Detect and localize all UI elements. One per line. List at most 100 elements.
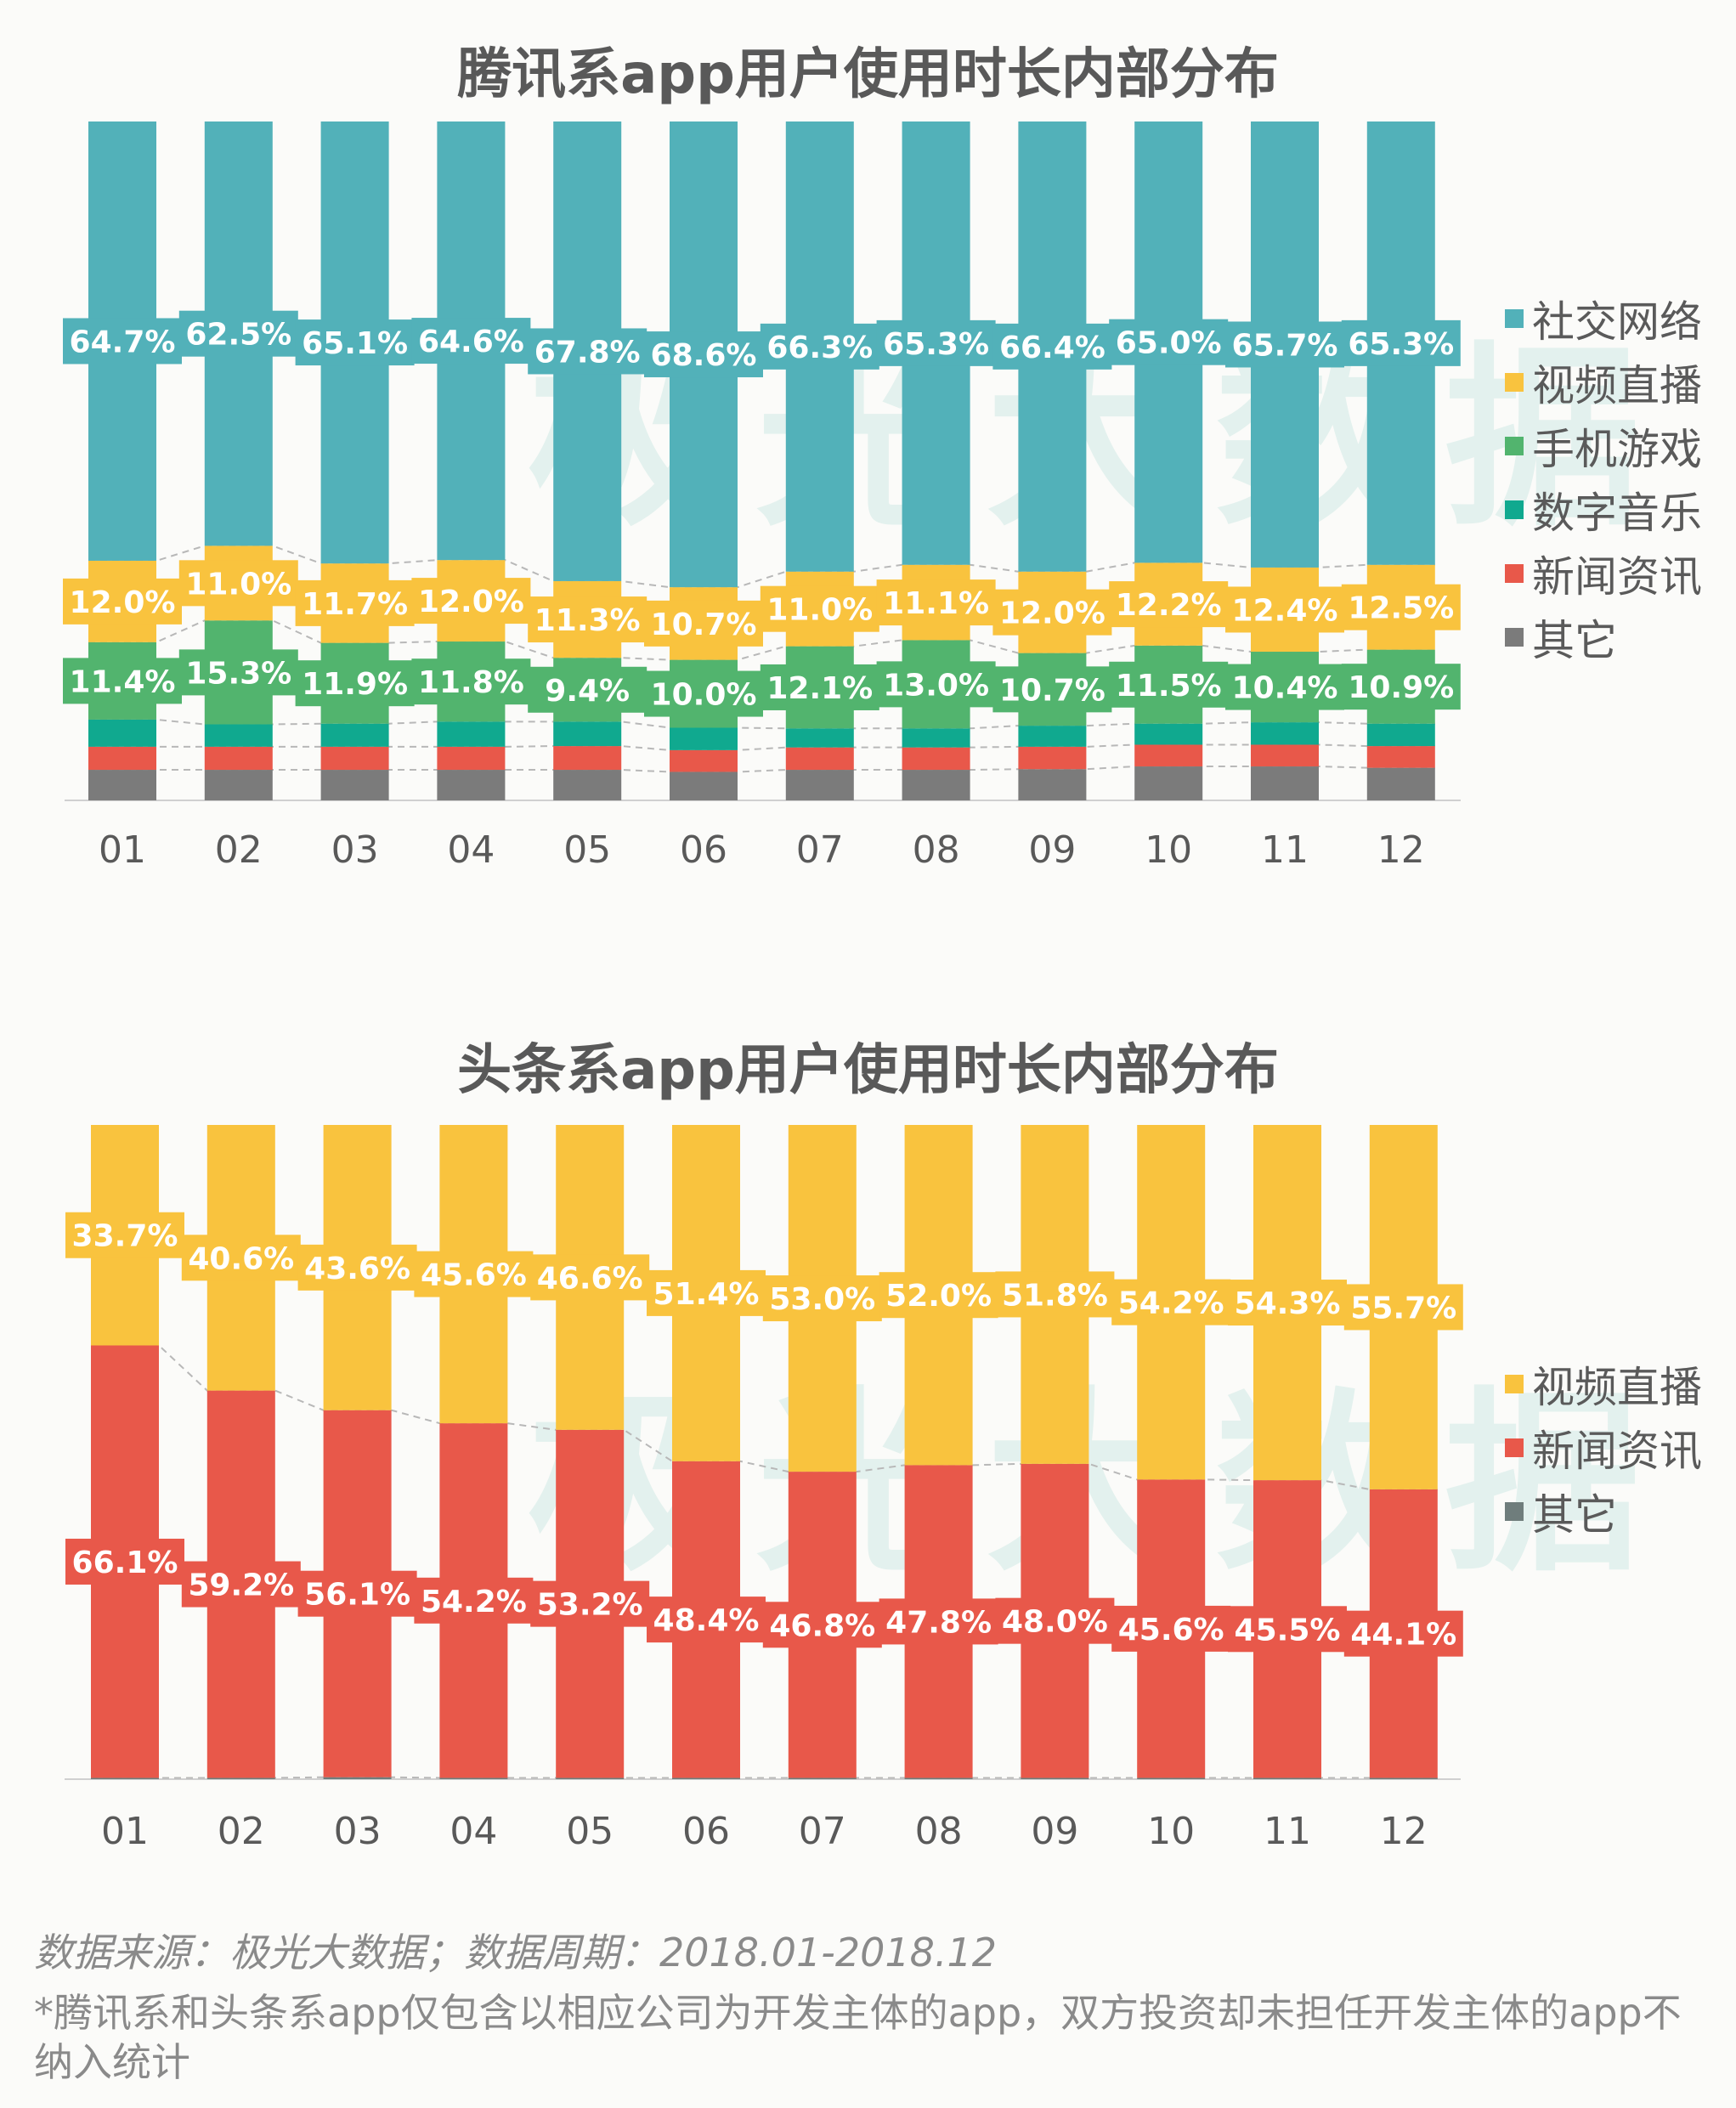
data-label-box [295,660,415,707]
data-label: 45.6% [1118,1613,1224,1647]
data-label: 9.4% [545,674,630,709]
data-label-box [178,560,298,607]
data-label-box [644,670,763,717]
bar-segment [553,721,622,747]
data-label: 43.6% [304,1252,410,1286]
bar-segment [320,746,389,771]
data-label-box [1111,1605,1231,1652]
x-tick-label: 05 [566,1810,614,1853]
bar-segment [670,727,738,750]
data-label-box [528,328,647,375]
chart-1: 66.1% 59.2% 56.1% 54.2% 53.2% 48.4% 46.8% 47.8%… [65,1125,1463,1853]
x-tick-label: 03 [334,1810,382,1853]
data-label: 65.3% [883,327,989,362]
bar-segment [1134,766,1203,800]
bar-segment [204,770,273,800]
bar-segment [88,770,156,800]
x-tick-label: 07 [796,828,844,872]
x-tick-label: 10 [1147,1810,1195,1853]
data-label: 67.8% [534,335,641,370]
data-label-box [876,319,996,366]
series-connector-line [88,545,1435,589]
data-label-box [1111,1279,1231,1325]
data-label-box [530,1580,650,1627]
x-tick-label: 11 [1264,1810,1311,1853]
data-label-box [995,1271,1115,1318]
data-label-box [1228,1280,1347,1326]
data-label-box [414,1251,534,1297]
legend-swatch [1505,500,1524,519]
chart-title-tencent: 腾讯系app用户使用时长内部分布 [457,43,1279,106]
data-label: 12.2% [1116,588,1222,623]
bar-segment [437,746,506,771]
data-label-box [297,1244,417,1291]
legend-item: 视频直播 [1505,350,1702,414]
data-label-box [295,579,415,626]
bar-segment [437,721,506,747]
bar-segment [1134,744,1203,767]
legend-tencent: 社交网络 视频直播 手机游戏 数字音乐 新闻资讯 其它 [1505,286,1702,669]
data-label-box [876,661,996,708]
legend-swatch [1505,627,1524,647]
bar-segment [902,770,970,800]
legend-swatch [1505,308,1524,328]
data-label-box [879,1598,998,1645]
bar-segment [1251,766,1319,800]
bar-segment [206,1777,275,1779]
data-label-box [178,310,298,357]
bar-segment [785,747,854,771]
x-tick-label: 02 [218,1810,265,1853]
data-label-box [1225,586,1344,633]
data-label-box [411,318,531,365]
data-label: 48.0% [1002,1605,1108,1640]
data-label-box [411,578,531,624]
bar-segment [1018,726,1087,747]
x-tick-label: 12 [1380,1810,1428,1853]
bar-segment [902,728,970,748]
bar-segment [320,770,389,800]
data-label-box [760,664,879,710]
data-label: 11.8% [418,665,524,700]
data-label-box [181,1235,301,1281]
data-label-box [1228,1606,1347,1653]
bar-segment [323,1777,392,1779]
data-label: 66.1% [72,1546,178,1580]
legend-item: 数字音乐 [1505,478,1702,541]
series-connector-line [91,1344,1438,1490]
data-label: 64.7% [70,325,176,359]
x-tick-label: 09 [1028,828,1076,872]
data-label-box [528,666,647,713]
data-label: 52.0% [885,1279,992,1314]
data-label: 45.5% [1235,1613,1341,1647]
data-label: 59.2% [188,1568,294,1603]
data-label-box [992,323,1112,370]
data-label: 40.6% [188,1241,294,1276]
legend-swatch [1505,372,1524,392]
x-tick-label: 07 [799,1810,846,1853]
data-label-box [995,1597,1115,1644]
bar-segment [553,770,622,800]
data-label: 12.4% [1232,593,1338,628]
bar-segment [1021,1777,1089,1779]
data-label-box [760,585,879,632]
bar-segment [1134,723,1203,745]
data-label-box [1109,581,1229,628]
legend-label: 视频直播 [1532,360,1702,410]
data-label-box [1343,1610,1463,1657]
bar-segment [902,747,970,771]
data-label: 66.3% [766,331,873,365]
data-label: 12.0% [999,596,1105,631]
data-label: 55.7% [1350,1291,1456,1325]
data-label: 10.4% [1232,671,1338,706]
series-connector-line [88,766,1435,773]
legend-label: 其它 [1532,615,1617,665]
legend-item: 视频直播 [1505,1352,1702,1416]
data-label-box [876,579,996,626]
data-label-box [879,1272,998,1319]
legend-label: 其它 [1532,1489,1617,1540]
data-label-box [1225,664,1344,710]
legend-item: 社交网络 [1505,286,1702,350]
data-label-box [63,578,182,624]
x-tick-label: 08 [915,1810,963,1853]
